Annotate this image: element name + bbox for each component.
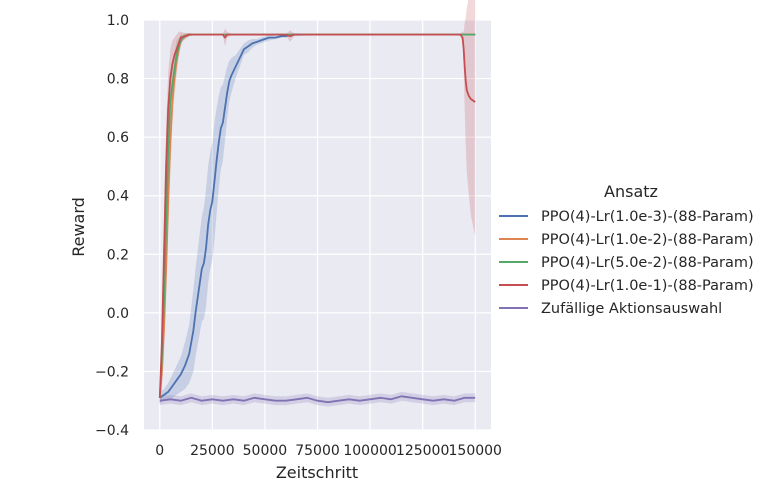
x-tick-label: 50000 xyxy=(243,443,288,459)
y-tick-label: −0.4 xyxy=(95,423,129,439)
x-tick-label: 150000 xyxy=(449,443,502,459)
grid-lines xyxy=(144,19,491,431)
y-tick-label: 0.6 xyxy=(107,130,129,146)
series-band-0 xyxy=(159,33,476,404)
series-line-0 xyxy=(159,33,476,399)
x-tick-label: 75000 xyxy=(295,443,340,459)
x-axis-title: Zeitschritt xyxy=(276,463,358,482)
legend-label-2: PPO(4)-Lr(5.0e-2)-(88-Param) xyxy=(541,255,754,271)
legend-label-1: PPO(4)-Lr(1.0e-2)-(88-Param) xyxy=(541,232,754,248)
x-tick-label: 0 xyxy=(155,443,164,459)
y-tick-label: 0.4 xyxy=(107,189,129,205)
x-tick-label: 25000 xyxy=(190,443,235,459)
y-tick-label: 0.2 xyxy=(107,247,129,263)
y-tick-label: 0.0 xyxy=(107,306,129,322)
y-tick-label: −0.2 xyxy=(95,364,129,380)
legend: Ansatz PPO(4)-Lr(1.0e-3)-(88-Param) PPO(4… xyxy=(499,182,754,317)
series-band-4 xyxy=(159,391,476,407)
series-line-4 xyxy=(159,395,476,404)
series-lines xyxy=(158,33,476,404)
legend-title: Ansatz xyxy=(604,182,658,201)
x-tick-label: 100000 xyxy=(343,443,396,459)
legend-label-3: PPO(4)-Lr(1.0e-1)-(88-Param) xyxy=(541,278,754,294)
x-tick-label: 125000 xyxy=(396,443,449,459)
y-axis-ticks: −0.4 −0.2 0.0 0.2 0.4 0.6 0.8 1.0 xyxy=(95,13,129,439)
y-tick-label: 1.0 xyxy=(107,13,129,29)
y-tick-label: 0.8 xyxy=(107,72,129,88)
legend-label-4: Zufällige Aktionsauswahl xyxy=(541,301,722,317)
series-line-3 xyxy=(158,33,476,398)
legend-label-0: PPO(4)-Lr(1.0e-3)-(88-Param) xyxy=(541,209,754,225)
x-axis-ticks: 0 25000 50000 75000 100000 125000 150000 xyxy=(155,443,502,459)
y-axis-title: Reward xyxy=(69,197,88,257)
confidence-bands xyxy=(159,0,476,407)
